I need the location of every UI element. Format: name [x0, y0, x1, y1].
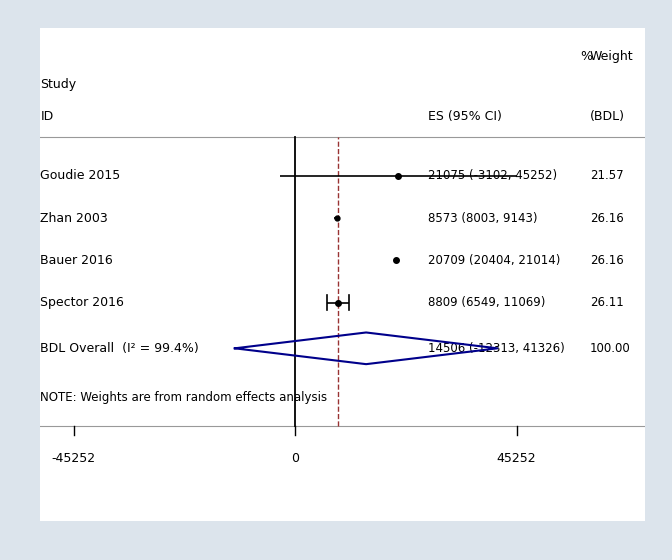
Text: 26.11: 26.11 [590, 296, 624, 309]
Text: (BDL): (BDL) [590, 110, 625, 123]
Text: Goudie 2015: Goudie 2015 [40, 169, 120, 183]
Text: 14506 (-12313, 41326): 14506 (-12313, 41326) [428, 342, 564, 355]
Text: -45252: -45252 [52, 452, 95, 465]
Text: Study: Study [40, 78, 77, 91]
Text: 100.00: 100.00 [590, 342, 630, 355]
Text: Weight: Weight [590, 50, 634, 63]
Text: 26.16: 26.16 [590, 212, 624, 225]
Text: 0: 0 [291, 452, 299, 465]
Text: 21.57: 21.57 [590, 169, 624, 183]
Text: 8809 (6549, 11069): 8809 (6549, 11069) [428, 296, 546, 309]
Text: ID: ID [40, 110, 54, 123]
Text: NOTE: Weights are from random effects analysis: NOTE: Weights are from random effects an… [40, 391, 327, 404]
Text: Zhan 2003: Zhan 2003 [40, 212, 108, 225]
Text: 20709 (20404, 21014): 20709 (20404, 21014) [428, 254, 560, 267]
Text: 21075 (-3102, 45252): 21075 (-3102, 45252) [428, 169, 557, 183]
Text: Bauer 2016: Bauer 2016 [40, 254, 113, 267]
Text: ES (95% CI): ES (95% CI) [428, 110, 502, 123]
Text: 8573 (8003, 9143): 8573 (8003, 9143) [428, 212, 538, 225]
Text: 45252: 45252 [497, 452, 536, 465]
Text: BDL Overall  (I² = 99.4%): BDL Overall (I² = 99.4%) [40, 342, 199, 355]
Text: %: % [580, 50, 592, 63]
Text: Spector 2016: Spector 2016 [40, 296, 124, 309]
Text: 26.16: 26.16 [590, 254, 624, 267]
